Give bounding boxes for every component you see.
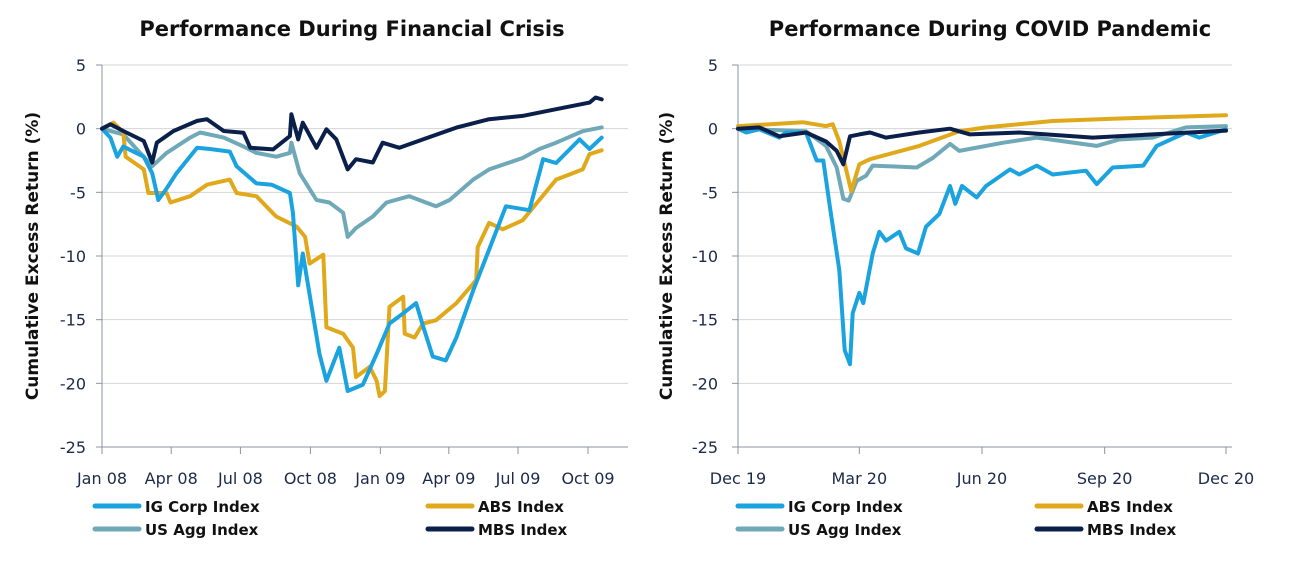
legend-item: ABS Index: [425, 498, 564, 516]
legend-item: IG Corp Index: [735, 498, 903, 516]
series-line-mbs-index: [736, 125, 1228, 167]
y-tick-label: -10: [60, 247, 86, 266]
series-line-abs-index: [736, 113, 1228, 194]
x-tick-label: Jan 08: [76, 469, 127, 488]
y-tick-label: -25: [692, 438, 718, 457]
series-line-abs-index: [100, 120, 604, 399]
y-axis-label: Cumulative Excess Return (%): [657, 112, 677, 400]
legend-item: US Agg Index: [92, 521, 259, 539]
y-tick-label: -5: [702, 183, 718, 202]
financial-crisis-panel: Performance During Financial Crisis Cumu…: [23, 17, 628, 539]
legend-item: MBS Index: [425, 521, 568, 539]
series-line-mbs-index: [100, 95, 604, 172]
y-tick-label: 5: [76, 56, 86, 75]
y-tick-label: -15: [692, 311, 718, 330]
legend-label: MBS Index: [1087, 521, 1177, 539]
legend-label: US Agg Index: [145, 521, 259, 539]
y-tick-label: -20: [60, 374, 86, 393]
x-tick-label: Jul 08: [217, 469, 263, 488]
y-tick-label: -15: [60, 311, 86, 330]
legend-label: MBS Index: [478, 521, 568, 539]
x-tick-label: Apr 09: [422, 469, 475, 488]
legend-item: US Agg Index: [735, 521, 902, 539]
x-tick-label: Jan 09: [354, 469, 405, 488]
x-tick-label: Oct 08: [284, 469, 337, 488]
series-line-ig-corp-index: [736, 126, 1228, 367]
x-tick-label: Apr 08: [145, 469, 198, 488]
series-line-us-agg-index: [736, 124, 1228, 203]
y-tick-label: 0: [76, 120, 86, 139]
legend-label: IG Corp Index: [145, 498, 260, 516]
y-tick-label: 5: [708, 56, 718, 75]
chart-title: Performance During Financial Crisis: [139, 17, 564, 41]
chart-title: Performance During COVID Pandemic: [769, 17, 1211, 41]
y-tick-label: -20: [692, 374, 718, 393]
series-line-us-agg-index: [100, 125, 604, 239]
legend-item: ABS Index: [1034, 498, 1173, 516]
x-tick-label: Sep 20: [1077, 469, 1133, 488]
legend-label: ABS Index: [478, 498, 564, 516]
legend-item: IG Corp Index: [92, 498, 260, 516]
legend-label: IG Corp Index: [788, 498, 903, 516]
x-tick-label: Mar 20: [832, 469, 888, 488]
y-tick-label: -5: [70, 183, 86, 202]
legend-label: ABS Index: [1087, 498, 1173, 516]
covid-pandemic-panel: Performance During COVID Pandemic Cumula…: [657, 17, 1254, 539]
x-tick-label: Jun 20: [956, 469, 1007, 488]
x-tick-label: Dec 19: [710, 469, 766, 488]
legend-label: US Agg Index: [788, 521, 902, 539]
x-tick-label: Dec 20: [1198, 469, 1254, 488]
x-tick-label: Jul 09: [495, 469, 541, 488]
y-tick-label: 0: [708, 120, 718, 139]
y-tick-label: -10: [692, 247, 718, 266]
legend-item: MBS Index: [1034, 521, 1177, 539]
y-axis-label: Cumulative Excess Return (%): [23, 112, 43, 400]
x-tick-label: Oct 09: [561, 469, 614, 488]
y-tick-label: -25: [60, 438, 86, 457]
series-line-ig-corp-index: [100, 126, 604, 393]
